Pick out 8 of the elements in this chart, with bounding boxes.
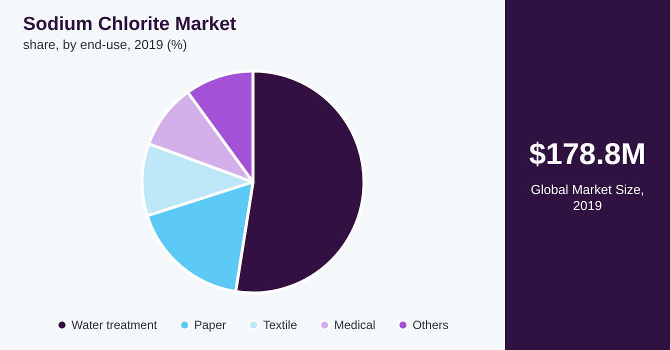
legend-label: Water treatment: [72, 318, 158, 332]
legend-label: Medical: [334, 318, 376, 332]
side-panel: $178.8M Global Market Size, 2019: [505, 0, 670, 350]
chart-title: Sodium Chlorite Market: [23, 14, 237, 35]
chart-subtitle: share, by end-use, 2019 (%): [23, 37, 188, 52]
legend-label: Textile: [263, 318, 298, 332]
legend-label: Others: [412, 318, 448, 332]
legend-label: Paper: [194, 318, 226, 332]
